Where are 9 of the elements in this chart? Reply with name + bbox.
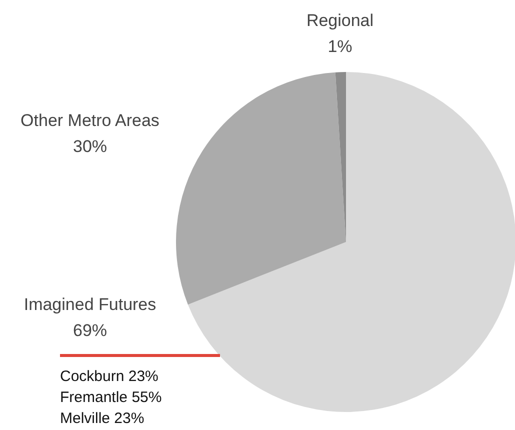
text: Cockburn 23% <box>60 367 160 387</box>
text: Fremantle 55% <box>60 388 162 408</box>
data-label: 30% <box>72 136 108 158</box>
text: Melville 23% <box>60 409 146 429</box>
slice-label: Other Metro Areas <box>20 110 160 132</box>
data-label: 69% <box>72 320 108 342</box>
slice-label: Imagined Futures <box>22 294 158 316</box>
slice-label: Regional <box>305 10 375 32</box>
data-label: 1% <box>326 36 354 58</box>
